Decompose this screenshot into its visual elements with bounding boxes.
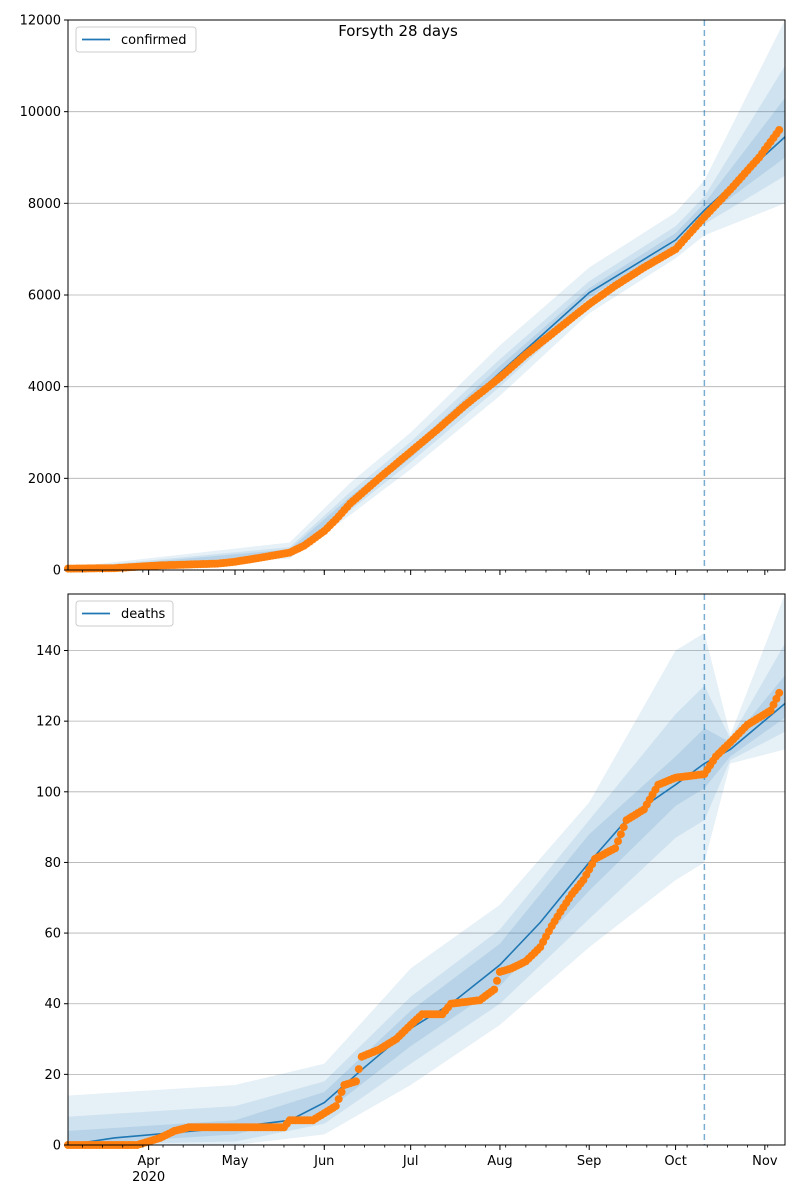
confirmed-y-tick-label: 0	[53, 564, 61, 579]
confirmed-y-tick-label: 6000	[28, 289, 61, 304]
deaths-data-point	[619, 823, 628, 832]
deaths-data-point	[775, 688, 784, 697]
deaths-y-tick-label: 60	[44, 927, 61, 942]
deaths-data-point	[766, 706, 775, 715]
deaths-uncertainty-band	[68, 594, 785, 1145]
deaths-data-point	[352, 1077, 360, 1086]
deaths-data-point	[334, 1095, 343, 1104]
deaths-legend	[75, 600, 174, 627]
deaths-x-tick-label: Nov	[752, 1154, 778, 1169]
deaths-x-tick-label: Apr	[137, 1154, 160, 1169]
deaths-y-tick-label: 20	[44, 1068, 61, 1083]
deaths-data-point	[337, 1088, 346, 1096]
confirmed-legend	[75, 26, 197, 53]
deaths-y-tick-label: 40	[44, 997, 61, 1012]
confirmed-y-tick-label: 8000	[28, 197, 61, 212]
confirmed-panel: 0 2000 4000 6000 8000 10000 12000 Forsyth 28 da…	[20, 14, 786, 579]
confirmed-y-tick-label: 2000	[28, 472, 61, 487]
confirmed-y-tick-label: 12000	[20, 14, 61, 29]
deaths-data-point	[614, 837, 622, 846]
deaths-data-point	[493, 976, 501, 985]
confirmed-y-tick-label: 10000	[20, 105, 61, 120]
deaths-y-tick-label: 100	[36, 785, 61, 800]
deaths-x-tick-label: Jul	[402, 1154, 419, 1169]
deaths-data-point	[611, 844, 620, 853]
deaths-x-tick-label: Aug	[487, 1154, 512, 1169]
confirmed-legend-label: confirmed	[121, 33, 187, 48]
deaths-x-tick-label: Oct	[664, 1154, 686, 1169]
confirmed-data-point	[775, 126, 784, 134]
deaths-axes-frame	[67, 593, 786, 1146]
deaths-y-tick-label: 120	[36, 715, 61, 730]
deaths-legend-label: deaths	[121, 607, 166, 622]
deaths-data-point	[331, 1102, 340, 1111]
deaths-x-tick-label: Jun	[313, 1154, 334, 1169]
deaths-data-point	[769, 700, 778, 709]
deaths-data-point	[616, 830, 625, 839]
chart-title: Forsyth 28 days	[338, 22, 458, 40]
deaths-y-tick-label: 80	[44, 856, 61, 871]
deaths-y-tick-label: 140	[36, 644, 61, 659]
confirmed-y-tick-label: 4000	[28, 380, 61, 395]
deaths-uncertainty-band	[68, 643, 785, 1145]
deaths-x-tick-label: Sep	[577, 1154, 602, 1169]
deaths-y-tick-label: 0	[53, 1139, 61, 1154]
deaths-x-year-label: 2020	[132, 1170, 165, 1185]
deaths-data-point	[354, 1065, 363, 1074]
deaths-x-tick-label: May	[222, 1154, 249, 1169]
deaths-data-point	[490, 985, 499, 994]
